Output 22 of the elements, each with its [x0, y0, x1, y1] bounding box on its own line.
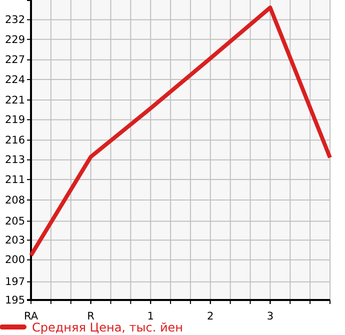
y-tick-label: 211 [4, 174, 25, 186]
x-tick-label: 1 [147, 310, 154, 323]
x-tick-label: 2 [207, 310, 214, 323]
y-tick-label: 227 [4, 54, 25, 66]
line-series [29, 6, 332, 258]
x-tick-label: 3 [266, 310, 274, 323]
y-tick-label: 232 [4, 14, 25, 26]
y-tick-label: 213 [4, 154, 25, 166]
y-tick-label: 205 [4, 216, 25, 228]
x-tick-label: RA [24, 310, 39, 323]
y-tick-label: 200 [4, 254, 25, 266]
y-tick-label: 208 [4, 194, 25, 206]
y-tick-label: 229 [4, 34, 25, 46]
y-tick-label: 224 [4, 74, 26, 86]
y-tick-label: 195 [4, 294, 25, 306]
y-tick-label: 203 [4, 234, 25, 247]
x-tick-label: R [87, 310, 94, 323]
y-tick-label: 216 [4, 134, 26, 147]
legend-label: Средняя Цена, тыс. йен [32, 320, 184, 334]
y-tick-label: 221 [4, 94, 25, 106]
y-tick-label: 197 [4, 276, 25, 288]
y-tick-label: 219 [4, 114, 25, 126]
